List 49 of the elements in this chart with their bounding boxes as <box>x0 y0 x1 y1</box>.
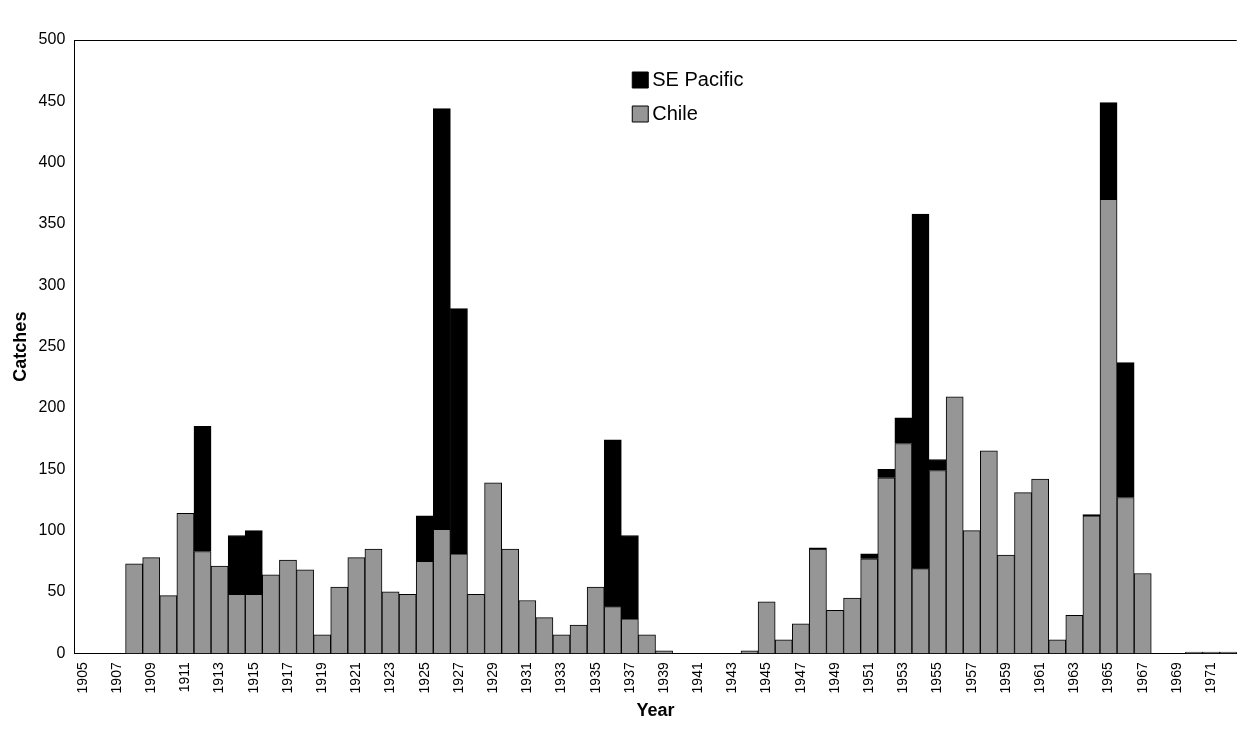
x-tick-label: 1969 <box>1167 662 1184 694</box>
y-tick-label: 150 <box>38 459 66 477</box>
x-tick-label: 1967 <box>1133 662 1150 694</box>
y-axis-title: Catches <box>9 311 30 382</box>
y-tick-label: 0 <box>56 643 66 661</box>
x-tick-label: 1953 <box>894 662 911 694</box>
x-tick-label: 1919 <box>313 662 330 694</box>
y-tick-label: 100 <box>38 521 66 539</box>
x-tick-label: 1971 <box>1201 662 1218 694</box>
x-tick-label: 1939 <box>654 662 671 694</box>
y-tick-label: 400 <box>38 153 66 171</box>
y-tick-label: 200 <box>38 398 66 416</box>
x-tick-label: 1911 <box>176 662 193 693</box>
x-tick-label: 1941 <box>689 662 706 694</box>
x-tick-label: 1917 <box>278 662 295 694</box>
x-tick-label: 1935 <box>586 662 603 694</box>
x-tick-label: 1915 <box>244 662 261 694</box>
x-tick-label: 1951 <box>860 662 877 694</box>
x-tick-label: 1921 <box>347 662 364 694</box>
x-tick-label: 1925 <box>415 662 432 694</box>
y-tick-label: 500 <box>38 30 66 48</box>
x-tick-label: 1923 <box>381 662 398 694</box>
x-tick-label: 1933 <box>552 662 569 694</box>
x-tick-label: 1913 <box>210 662 227 694</box>
x-tick-label: 1957 <box>962 662 979 694</box>
y-tick-label: 350 <box>38 214 66 232</box>
x-tick-label: 1965 <box>1099 662 1116 694</box>
x-tick-label: 1961 <box>1031 662 1047 694</box>
x-tick-label: 1909 <box>142 662 159 694</box>
y-tick-label: 50 <box>47 582 66 600</box>
x-tick-label: 1929 <box>483 662 500 694</box>
x-axis-title: Year <box>636 700 675 721</box>
y-tick-label: 300 <box>38 275 66 293</box>
x-tick-label: 1945 <box>757 662 774 694</box>
x-tick-label: 1905 <box>73 662 90 694</box>
x-tick-label: 1927 <box>449 662 466 694</box>
x-tick-label: 1959 <box>996 662 1013 694</box>
x-tick-label: 1943 <box>723 662 740 694</box>
y-tick-label: 250 <box>38 337 66 355</box>
x-tick-label: 1931 <box>518 662 535 694</box>
x-tick-label: 1937 <box>620 662 637 694</box>
x-tick-label: 1963 <box>1065 662 1082 694</box>
y-tick-label: 450 <box>38 91 66 109</box>
legend-label: SE Pacific <box>652 67 744 90</box>
x-tick-label: 1947 <box>791 662 808 694</box>
x-tick-label: 1955 <box>928 662 945 694</box>
x-tick-label: 1949 <box>825 662 842 694</box>
x-tick-label: 1907 <box>107 662 124 694</box>
legend-label: Chile <box>652 101 698 124</box>
